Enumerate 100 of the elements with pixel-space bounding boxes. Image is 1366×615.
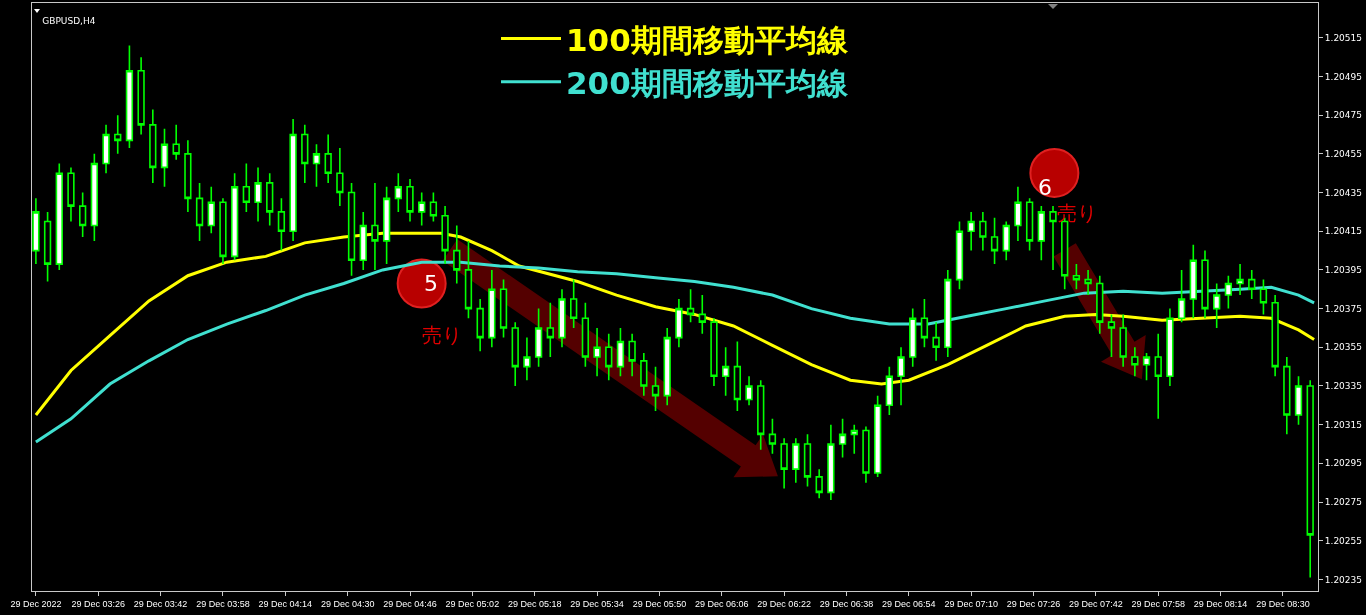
x-tick-label: 29 Dec 07:10 — [944, 598, 998, 609]
candlestick — [172, 124, 180, 161]
candlestick — [885, 365, 893, 416]
candlestick — [55, 162, 63, 271]
x-tick-label: 29 Dec 07:26 — [1006, 598, 1061, 609]
candlestick — [476, 298, 484, 352]
candlestick — [605, 332, 613, 381]
candlestick — [1259, 278, 1268, 316]
y-tick-label: 1.20395 — [1324, 265, 1363, 276]
candlestick — [616, 327, 625, 378]
candlestick — [418, 191, 426, 227]
y-tick-label: 1.20435 — [1324, 187, 1363, 198]
y-tick-label: 1.20275 — [1324, 497, 1363, 508]
candlestick — [184, 139, 192, 213]
candlestick — [137, 56, 145, 136]
x-tick-label: 29 Dec 03:58 — [196, 598, 250, 609]
x-tick-label: 29 Dec 05:50 — [632, 598, 687, 609]
candlestick — [827, 423, 835, 501]
legend-label: 100期間移動平均線 — [566, 21, 849, 58]
candlestick — [1213, 282, 1221, 329]
line-series — [34, 260, 1316, 444]
candlestick — [944, 269, 952, 358]
candlestick — [102, 124, 110, 175]
legend-label: 200期間移動平均線 — [566, 64, 849, 101]
candlestick — [1201, 249, 1209, 320]
candlestick — [1142, 352, 1151, 381]
candlestick — [838, 418, 847, 459]
candlestick — [1014, 185, 1022, 242]
candlestick — [640, 352, 648, 397]
candlestick — [499, 278, 508, 339]
candlestick — [429, 191, 438, 223]
y-tick-label: 1.20235 — [1324, 574, 1363, 585]
candlestick — [242, 162, 250, 213]
candlestick — [920, 298, 929, 349]
x-tick-label: 29 Dec 2022 — [10, 598, 62, 609]
candlestick — [558, 288, 566, 349]
candlestick — [114, 114, 122, 155]
candlestick — [932, 321, 940, 362]
x-tick-label: 29 Dec 04:30 — [320, 598, 375, 609]
candlestick — [1154, 332, 1162, 420]
candlestick — [347, 182, 356, 277]
candlestick — [266, 172, 274, 227]
candlestick — [792, 437, 800, 484]
candlestick — [1072, 263, 1081, 291]
y-tick-label: 1.20515 — [1324, 32, 1363, 43]
candlestick — [955, 220, 964, 291]
candlestick — [382, 185, 391, 265]
candlestick — [67, 166, 75, 223]
candlestick — [757, 379, 765, 451]
candlestick — [1107, 313, 1116, 358]
candlestick — [1271, 294, 1279, 378]
candlestick — [768, 418, 777, 455]
candlestick — [1166, 307, 1174, 387]
candlestick — [675, 298, 683, 349]
candlestick — [219, 197, 227, 265]
candlestick — [441, 205, 449, 265]
x-tick-label: 29 Dec 06:54 — [882, 598, 936, 609]
x-tick-label: 29 Dec 06:38 — [819, 598, 874, 609]
candlestick — [1096, 274, 1104, 335]
candlestick — [967, 211, 975, 252]
candlestick — [43, 211, 52, 283]
text: GBPUSD,H4 — [42, 15, 96, 26]
candlestick — [1177, 269, 1186, 323]
candlestick — [523, 336, 531, 381]
annotation: 5 — [424, 271, 438, 296]
candlestick — [710, 317, 718, 387]
candlestick — [1306, 379, 1314, 579]
candlestick — [1224, 274, 1233, 310]
y-tick-label: 1.20315 — [1324, 419, 1363, 430]
x-tick-label: 29 Dec 06:06 — [694, 598, 749, 609]
y-tick-label: 1.20475 — [1324, 110, 1363, 121]
candlestick — [324, 133, 332, 184]
candlestick — [1283, 356, 1291, 436]
x-tick-label: 29 Dec 04:14 — [258, 598, 313, 609]
y-tick-label: 1.20375 — [1324, 303, 1363, 314]
annotation: 売り — [1057, 201, 1097, 225]
candlestick — [32, 197, 40, 265]
candlestick — [850, 423, 858, 455]
x-tick-label: 29 Dec 03:42 — [133, 598, 188, 609]
y-tick-label: 1.20415 — [1324, 226, 1363, 237]
x-tick-label: 29 Dec 03:26 — [71, 598, 126, 609]
candlestick — [371, 182, 379, 271]
candlestick — [1189, 243, 1197, 320]
candlestick — [733, 340, 742, 412]
annotation: 売り — [422, 323, 462, 347]
candlestick — [195, 182, 204, 242]
candlestick — [312, 143, 321, 188]
candlestick — [593, 327, 601, 378]
y-tick-label: 1.20295 — [1324, 458, 1363, 469]
x-tick-label: 29 Dec 07:58 — [1131, 598, 1185, 609]
candlestick — [979, 211, 987, 252]
candlestick — [745, 375, 753, 407]
candlestick — [1131, 346, 1139, 378]
line-series — [34, 231, 1316, 417]
candlestick — [1294, 375, 1303, 426]
candlestick — [79, 191, 87, 238]
x-tick-label: 29 Dec 08:30 — [1256, 598, 1310, 609]
candlestick — [909, 307, 917, 368]
candlestick — [1119, 313, 1127, 368]
x-tick-label: 29 Dec 05:02 — [445, 598, 500, 609]
